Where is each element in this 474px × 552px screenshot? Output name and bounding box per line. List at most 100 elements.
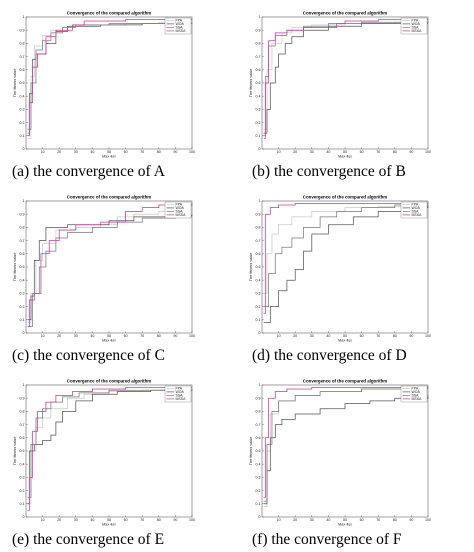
x-tick-label: 50 (343, 518, 347, 522)
x-tick-label: 90 (173, 334, 177, 338)
series-line-woa (263, 23, 428, 134)
x-tick-label: 50 (343, 334, 347, 338)
y-tick-label: 0 (259, 331, 261, 335)
y-tick-label: 0.3 (20, 476, 25, 480)
legend-label: WOA (176, 22, 185, 26)
y-tick-label: 0.8 (20, 226, 25, 230)
x-tick-label: 80 (157, 150, 161, 154)
y-tick-label: 0.6 (256, 68, 261, 72)
x-tick-label: 10 (277, 150, 281, 154)
x-tick-label: 100 (189, 334, 195, 338)
series-line-mssa (27, 387, 192, 511)
chart-title: Convergence of the compared algorithm (303, 379, 388, 384)
plot-frame (261, 16, 429, 150)
x-tick-label: 90 (173, 518, 177, 522)
figure-caption: (e) the convergence of E (12, 531, 165, 548)
chart-title: Convergence of the compared algorithm (67, 195, 152, 200)
x-tick-label: 40 (90, 518, 94, 522)
x-tick-label: 20 (57, 150, 61, 154)
y-tick-label: 1 (259, 15, 261, 19)
x-tick-label: 70 (376, 518, 380, 522)
x-tick-label: 70 (140, 150, 144, 154)
y-tick-label: 0.4 (256, 278, 261, 282)
y-tick-label: 0.1 (20, 134, 25, 138)
figure-caption: (c) the convergence of C (12, 347, 165, 364)
y-tick-label: 1 (23, 383, 25, 387)
x-tick-label: 60 (360, 150, 364, 154)
y-tick-label: 0.7 (20, 239, 25, 243)
plot-frame (261, 200, 429, 334)
y-tick-label: 0.8 (20, 410, 25, 414)
y-tick-label: 1 (23, 15, 25, 19)
x-tick-label: 30 (74, 334, 78, 338)
legend-label: WOA (176, 390, 185, 394)
y-tick-label: 0 (23, 331, 25, 335)
plot-frame (25, 384, 193, 518)
y-tick-label: 0.9 (256, 28, 261, 32)
y-tick-label: 0.3 (256, 108, 261, 112)
x-tick-label: 100 (425, 334, 431, 338)
chart-title: Convergence of the compared algorithm (303, 11, 388, 16)
y-tick-label: 0.4 (20, 278, 25, 282)
figure-caption: (f) the convergence of F (252, 531, 402, 548)
y-axis-label: The fitness value (249, 253, 253, 282)
x-tick-label: 20 (57, 518, 61, 522)
x-tick-label: 20 (57, 334, 61, 338)
legend-label: WOA (412, 390, 421, 394)
legend-label: WOA (176, 206, 185, 210)
x-tick-label: 60 (360, 334, 364, 338)
y-tick-label: 0 (23, 515, 25, 519)
legend-label: MSSA (412, 29, 423, 33)
y-tick-label: 0.4 (256, 462, 261, 466)
legend-label: FPA (176, 386, 183, 390)
series-line-mssa (263, 19, 428, 139)
x-tick-label: 40 (326, 150, 330, 154)
series-line-woa (263, 395, 429, 505)
legend-label: SSA (412, 25, 420, 29)
convergence-chart: Convergence of the compared algorithm 0 0.… (249, 11, 431, 159)
y-tick-label: 0.8 (20, 42, 25, 46)
convergence-chart: Convergence of the compared algorithm 0 0.… (249, 379, 431, 527)
y-tick-label: 0.8 (256, 42, 261, 46)
legend-label: FPA (176, 18, 183, 22)
chart-panel: Convergence of the compared algorithm 0 0.… (4, 190, 236, 368)
x-axis-label: Max-iter (102, 339, 116, 343)
y-tick-label: 0.9 (20, 28, 25, 32)
figure-caption: (b) the convergence of B (252, 163, 406, 180)
y-tick-label: 0.3 (256, 476, 261, 480)
x-tick-label: 90 (409, 150, 413, 154)
x-tick-label: 60 (124, 150, 128, 154)
legend-label: MSSA (176, 29, 187, 33)
y-tick-label: 0.2 (20, 305, 25, 309)
chart-panel: Convergence of the compared algorithm 0 0.… (240, 374, 472, 552)
y-tick-label: 0.1 (256, 318, 261, 322)
chart-title: Convergence of the compared algorithm (67, 11, 152, 16)
x-axis-label: Max-iter (338, 523, 352, 527)
x-tick-label: 50 (107, 334, 111, 338)
y-tick-label: 0.6 (20, 252, 25, 256)
x-axis-label: Max-iter (338, 155, 352, 159)
x-tick-label: 70 (376, 150, 380, 154)
y-tick-label: 0.8 (256, 226, 261, 230)
series-line-ssa (27, 216, 192, 327)
x-tick-label: 40 (90, 150, 94, 154)
series-line-woa (27, 214, 193, 321)
x-tick-label: 30 (74, 518, 78, 522)
x-tick-label: 80 (393, 334, 397, 338)
convergence-chart: Convergence of the compared algorithm 0 0.… (13, 379, 195, 527)
y-tick-label: 0.8 (256, 410, 261, 414)
y-tick-label: 0.5 (256, 449, 261, 453)
x-tick-label: 40 (326, 518, 330, 522)
y-tick-label: 0.9 (256, 212, 261, 216)
x-tick-label: 10 (41, 518, 45, 522)
legend-label: SSA (412, 393, 420, 397)
chart-panel: Convergence of the compared algorithm 0 0.… (240, 190, 472, 368)
legend-label: MSSA (412, 397, 423, 401)
x-tick-label: 50 (107, 518, 111, 522)
x-tick-label: 80 (157, 334, 161, 338)
